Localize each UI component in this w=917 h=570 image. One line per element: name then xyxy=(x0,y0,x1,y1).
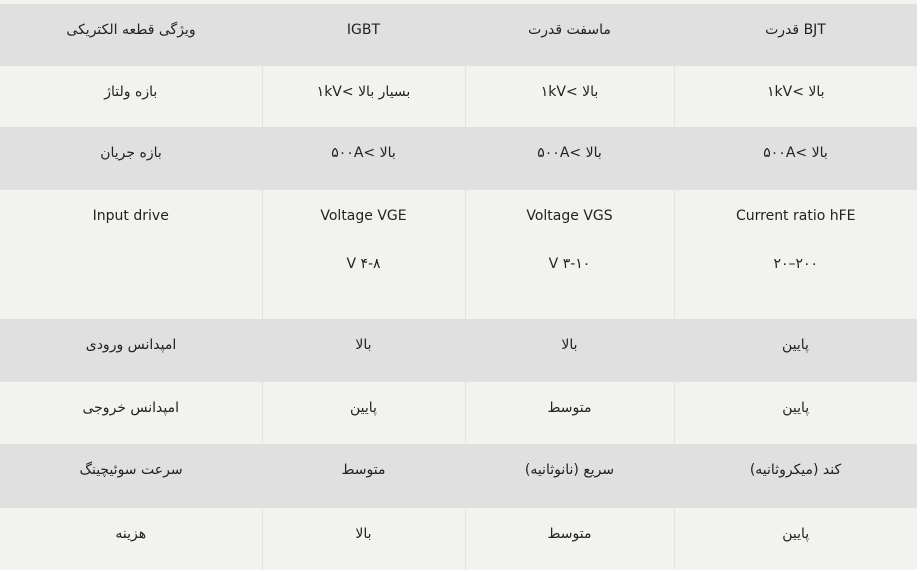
table-row: هزینه بالا متوسط پایین xyxy=(0,508,917,570)
header-bjt: BJT قدرت xyxy=(674,4,917,66)
header-mosfet: ماسفت قدرت xyxy=(465,4,674,66)
cell: پایین xyxy=(674,319,917,382)
header-feature: ویژگی قطعه الکتریکی xyxy=(0,4,262,66)
cell: سرعت سوئیچینگ xyxy=(0,444,262,508)
cell: بالا >۱kV xyxy=(464,66,674,127)
cell: بازه جریان xyxy=(0,127,262,190)
cell: متوسط xyxy=(464,382,674,444)
cell: پایین xyxy=(673,508,917,570)
cell: Input drive xyxy=(0,190,262,319)
cell: Voltage VGE V ۴-۸ xyxy=(261,190,465,319)
cell: Voltage VGS V ۳-۱۰ xyxy=(464,190,674,319)
table-row: Input drive Voltage VGE V ۴-۸ Voltage VGS… xyxy=(0,190,917,319)
cell: بالا >۵۰۰A xyxy=(262,127,465,190)
table-row: بازه جریان بالا >۵۰۰A بالا >۵۰۰A بالا >۵… xyxy=(0,127,917,190)
table-row: سرعت سوئیچینگ متوسط سریع (نانوثانیه) کند… xyxy=(0,444,917,508)
cell: بالا xyxy=(465,319,674,382)
cell: بالا >۱kV xyxy=(673,66,917,127)
cell: متوسط xyxy=(464,508,674,570)
cell: بالا >۵۰۰A xyxy=(465,127,674,190)
cell: بالا xyxy=(262,319,465,382)
cell-value: V ۳-۱۰ xyxy=(548,256,591,272)
table-row: امپدانس ورودی بالا بالا پایین xyxy=(0,319,917,382)
cell-text: Voltage VGS xyxy=(526,208,613,224)
cell: کند (میکروثانیه) xyxy=(674,444,917,508)
cell: پایین xyxy=(261,382,465,444)
header-igbt: IGBT xyxy=(262,4,465,66)
cell: امپدانس ورودی xyxy=(0,319,262,382)
header-row: ویژگی قطعه الکتریکی IGBT ماسفت قدرت BJT … xyxy=(0,4,917,66)
cell-value: V ۴-۸ xyxy=(346,256,381,272)
cell: بالا >۵۰۰A xyxy=(674,127,917,190)
cell: بازه ولتاژ xyxy=(0,66,262,127)
cell-value: ۲۰۰–۲۰ xyxy=(773,256,819,272)
cell: امپدانس خروجی xyxy=(0,382,262,444)
table-row: بازه ولتاژ بسیار بالا >۱kV بالا >۱kV بال… xyxy=(0,66,917,127)
cell: هزینه xyxy=(0,508,262,570)
cell-text: Current ratio hFE xyxy=(735,208,856,224)
cell: بالا xyxy=(261,508,465,570)
cell: بسیار بالا >۱kV xyxy=(261,66,465,127)
cell: سریع (نانوثانیه) xyxy=(465,444,674,508)
cell: Current ratio hFE ۲۰۰–۲۰ xyxy=(673,190,917,319)
cell: متوسط xyxy=(262,444,465,508)
comparison-table: ویژگی قطعه الکتریکی IGBT ماسفت قدرت BJT … xyxy=(0,4,917,570)
top-strip xyxy=(0,0,917,4)
cell: پایین xyxy=(673,382,917,444)
cell-text: Input drive xyxy=(92,208,169,224)
cell-text: Voltage VGE xyxy=(320,208,407,224)
table-row: امپدانس خروجی پایین متوسط پایین xyxy=(0,382,917,444)
